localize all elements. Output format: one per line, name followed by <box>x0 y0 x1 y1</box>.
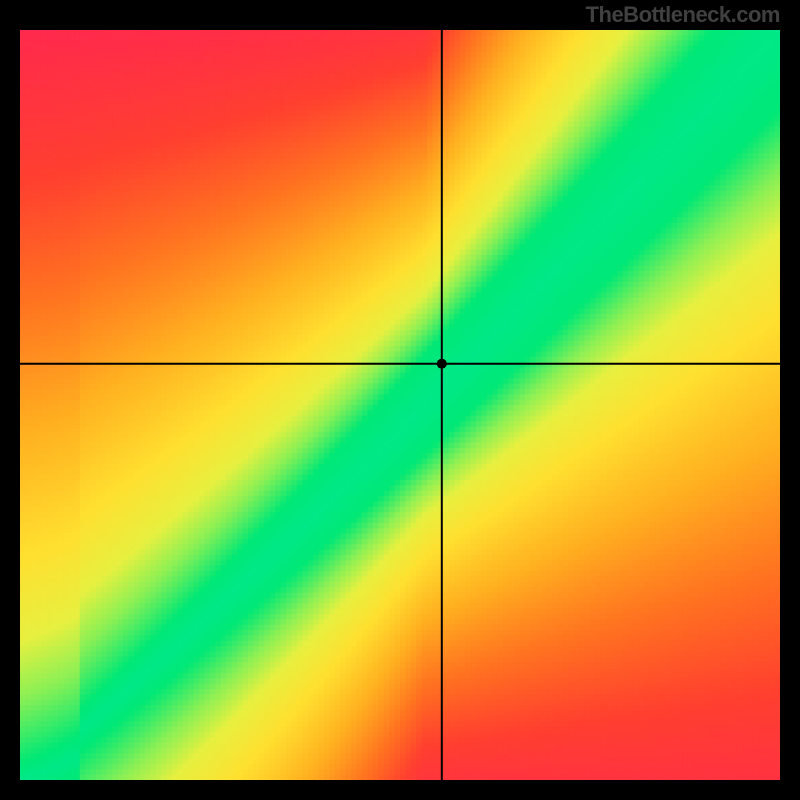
watermark-text: TheBottleneck.com <box>586 2 780 28</box>
bottleneck-heatmap <box>0 0 800 800</box>
chart-container: TheBottleneck.com <box>0 0 800 800</box>
